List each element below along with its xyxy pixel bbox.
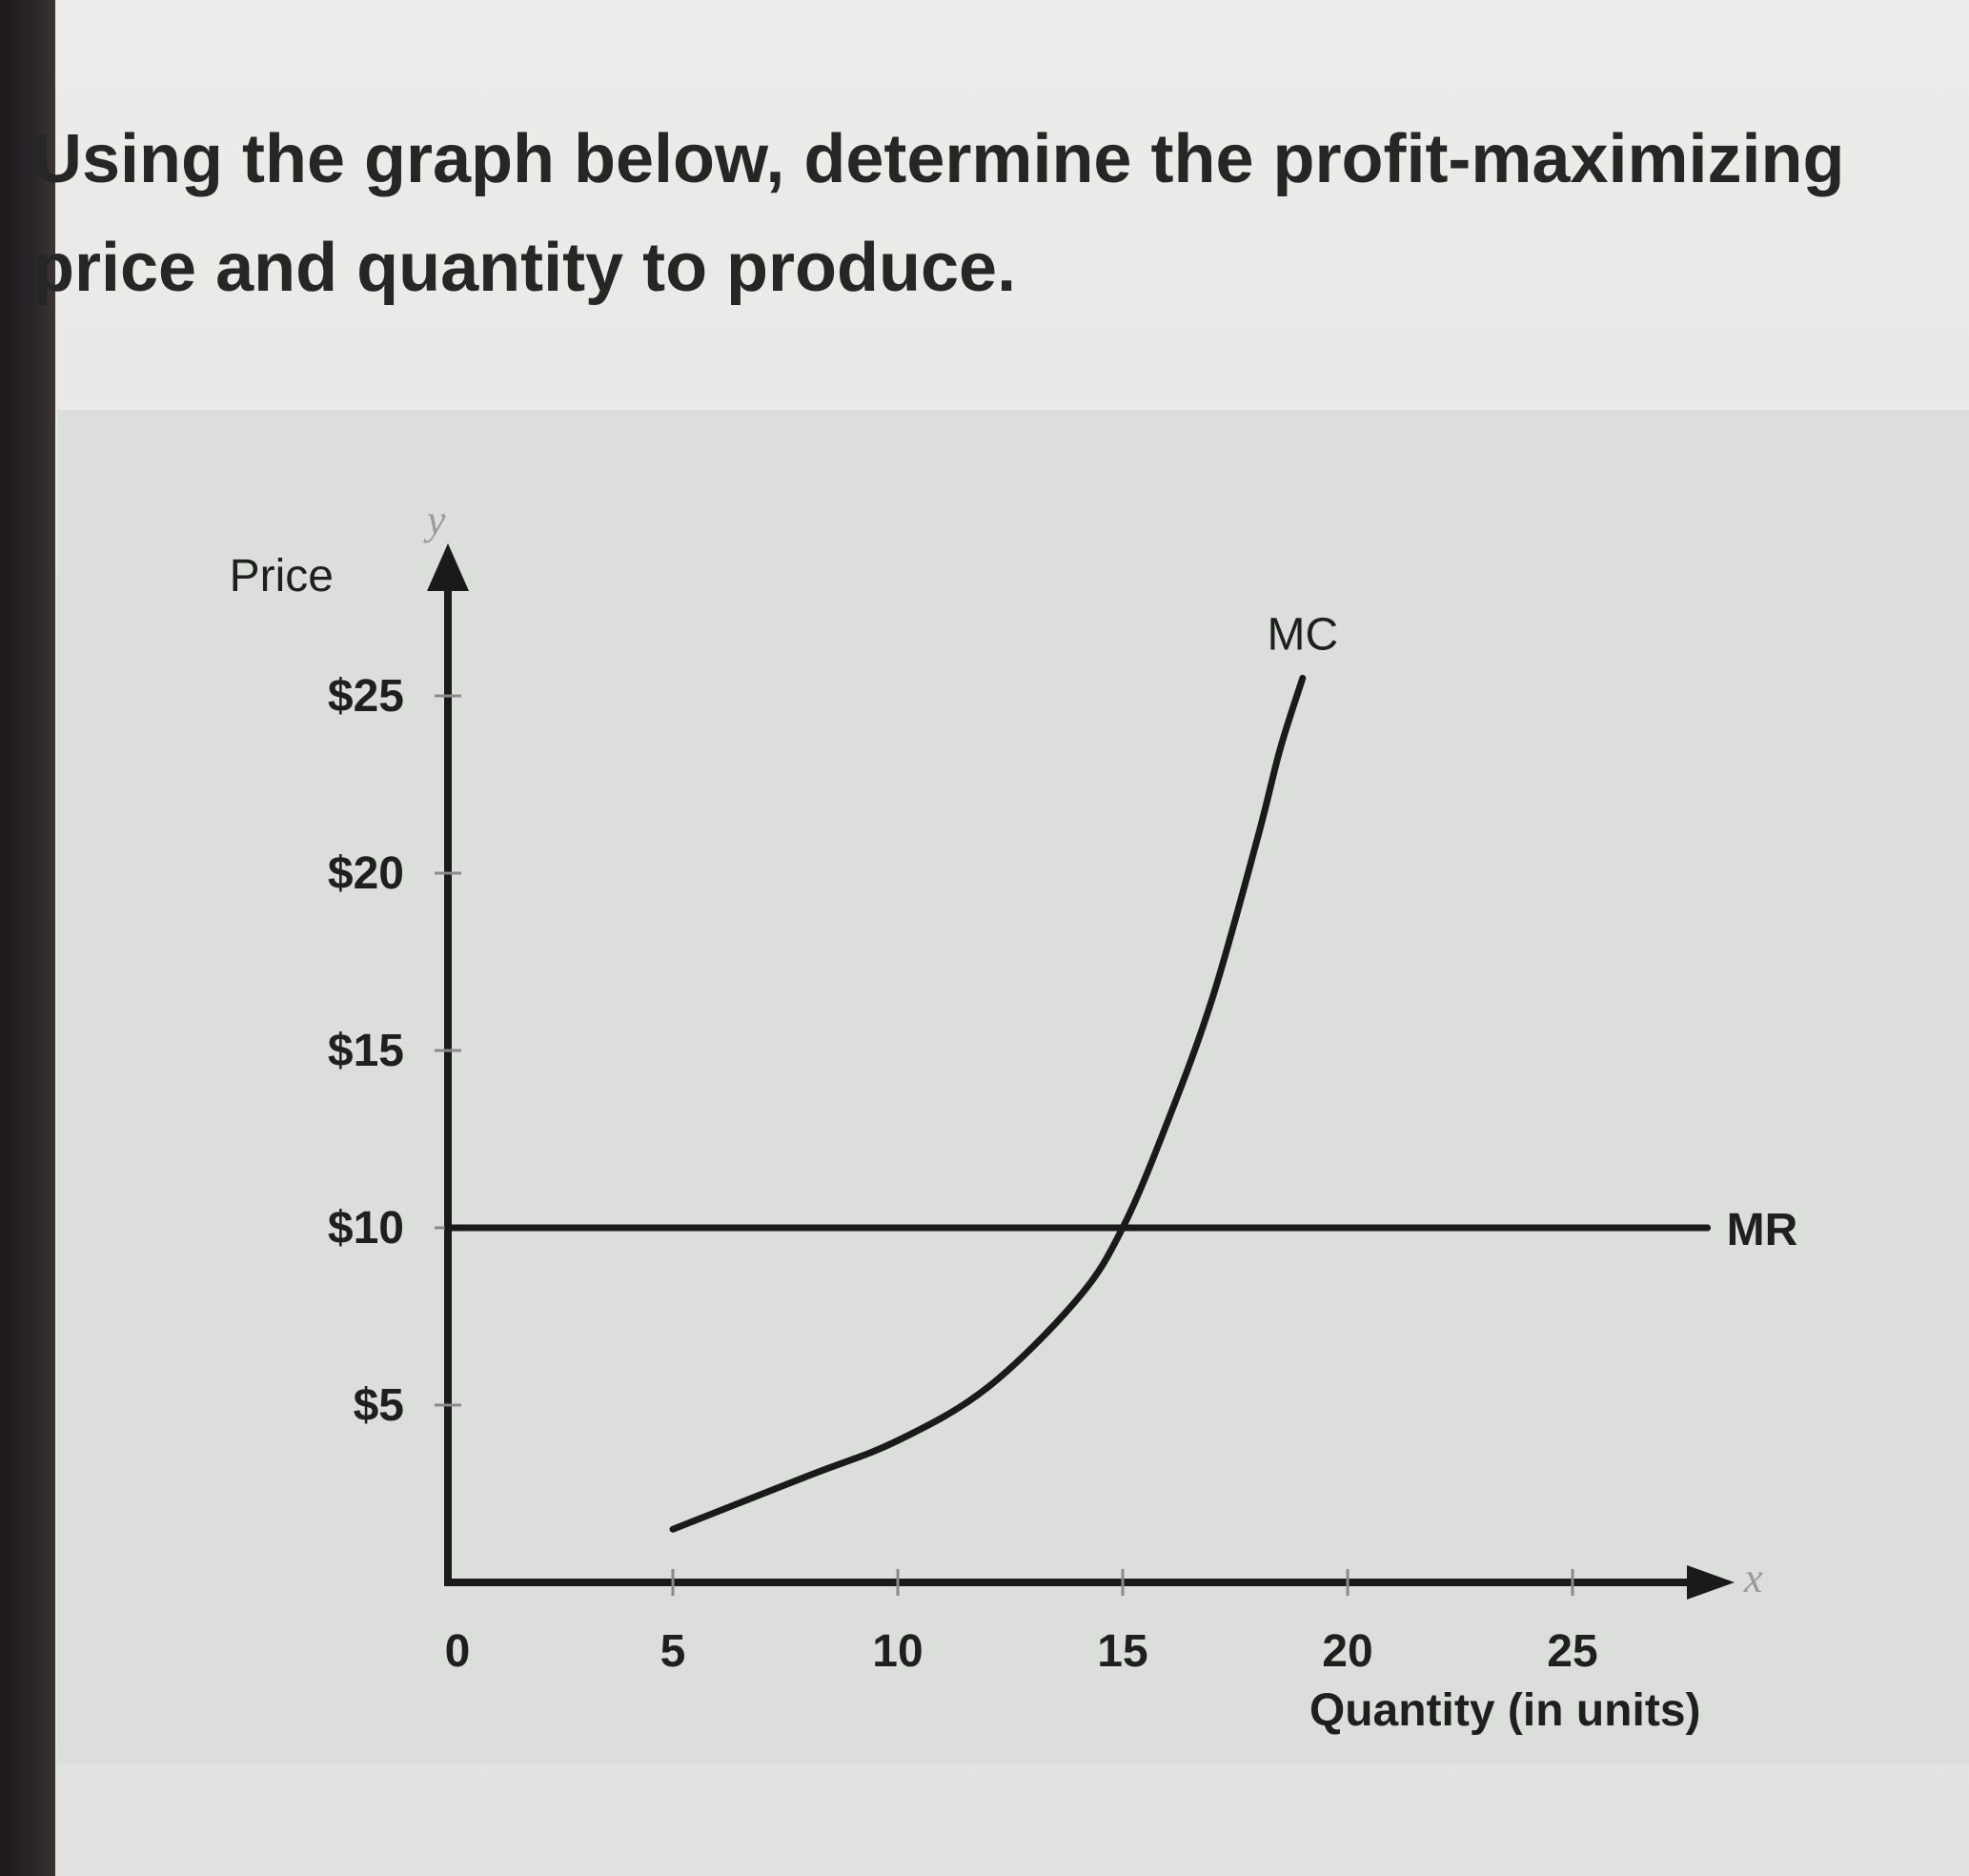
x-tick-label: 10 [872, 1626, 923, 1677]
y-tick-label: $25 [328, 671, 404, 722]
y-axis-arrow-icon [427, 543, 469, 591]
monitor-bezel [0, 0, 55, 1876]
mc-label: MC [1267, 609, 1338, 660]
mr-label: MR [1727, 1205, 1798, 1255]
x-tick-label: 15 [1097, 1626, 1147, 1677]
y-axis-title: Price [230, 551, 334, 602]
x-tick-label: 20 [1322, 1626, 1372, 1677]
x-axis-title: Quantity (in units) [1309, 1685, 1701, 1736]
x-tick-label: 0 [445, 1626, 471, 1677]
x-axis-arrow-icon [1687, 1565, 1735, 1600]
y-tick-label: $10 [328, 1203, 404, 1254]
x-axis-letter: x [1743, 1555, 1763, 1601]
y-tick-label: $15 [328, 1026, 404, 1076]
y-tick-label: $20 [328, 848, 404, 899]
y-tick-label: $5 [354, 1380, 404, 1431]
x-tick-label: 25 [1547, 1626, 1597, 1677]
y-axis-letter: y [423, 497, 446, 543]
question-text: Using the graph below, determine the pro… [32, 121, 1845, 306]
chart-panel [57, 410, 1969, 1764]
x-tick-label: 5 [660, 1626, 686, 1677]
mc-curve [669, 674, 1307, 1533]
